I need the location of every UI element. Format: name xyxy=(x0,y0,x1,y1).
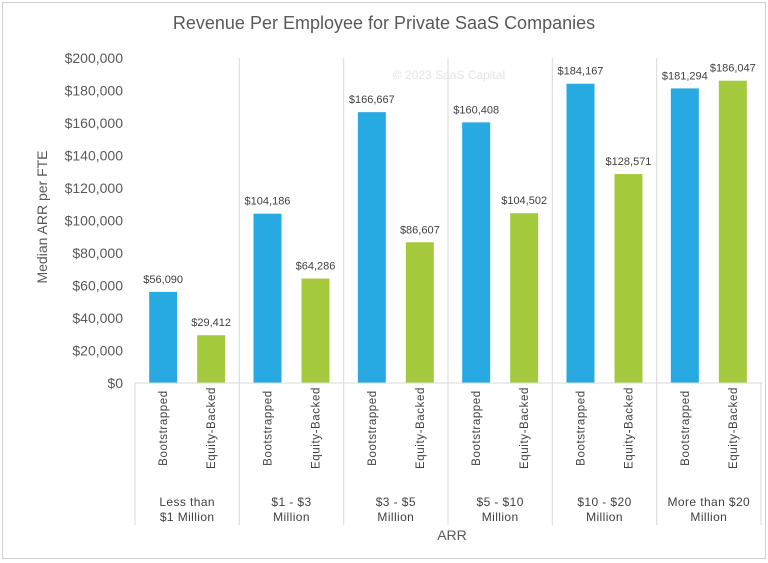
group-label: $3 - $5 xyxy=(376,495,416,509)
bar-bootstrapped xyxy=(253,213,282,383)
series-category-label: Bootstrapped xyxy=(680,390,692,466)
data-label: $29,412 xyxy=(191,317,231,329)
data-label: $104,502 xyxy=(501,195,547,207)
series-category-label: Bootstrapped xyxy=(471,390,483,466)
data-label: $160,408 xyxy=(453,104,499,116)
x-axis-title: ARR xyxy=(437,527,467,543)
group-label: $1 Million xyxy=(160,510,215,524)
bar-equity-backed xyxy=(718,80,747,384)
bar-equity-backed xyxy=(405,242,434,383)
group-label: Million xyxy=(377,510,414,524)
y-tick-label: $200,000 xyxy=(65,50,124,66)
y-tick-label: $80,000 xyxy=(72,245,123,261)
data-label: $181,294 xyxy=(662,70,708,82)
y-tick-label: $60,000 xyxy=(72,278,123,294)
group-label: Million xyxy=(482,510,519,524)
category-labels: $56,090 Bootstrapped $29,412 Equity-Backed L… xyxy=(143,63,755,524)
data-label: $104,186 xyxy=(245,196,291,208)
bar-bootstrapped xyxy=(566,83,595,383)
series-category-label: Equity-Backed xyxy=(519,387,531,469)
group-label: $10 - $20 xyxy=(577,495,631,509)
y-tick-label: $180,000 xyxy=(65,83,124,99)
series-category-label: Bootstrapped xyxy=(158,390,170,466)
y-tick-label: $160,000 xyxy=(65,115,124,131)
y-tick-label: $120,000 xyxy=(65,180,124,196)
data-label: $166,667 xyxy=(349,94,395,106)
group-label: Million xyxy=(586,510,623,524)
data-label: $128,571 xyxy=(606,156,652,168)
bars xyxy=(149,80,747,384)
data-label: $56,090 xyxy=(143,274,183,286)
y-axis-title: Median ARR per FTE xyxy=(34,150,50,283)
bar-equity-backed xyxy=(197,335,226,383)
data-label: $86,607 xyxy=(400,224,440,236)
data-label: $64,286 xyxy=(296,261,336,273)
group-label: Less than xyxy=(159,495,215,509)
series-category-label: Equity-Backed xyxy=(310,387,322,469)
series-category-label: Equity-Backed xyxy=(623,387,635,469)
watermark: © 2023 SaaS Capital xyxy=(393,68,505,82)
series-category-label: Bootstrapped xyxy=(576,390,588,466)
bar-bootstrapped xyxy=(670,88,699,383)
chart-title: Revenue Per Employee for Private SaaS Co… xyxy=(173,13,595,33)
series-category-label: Equity-Backed xyxy=(206,387,218,469)
y-tick-label: $0 xyxy=(107,375,123,391)
bar-bootstrapped xyxy=(149,291,178,383)
bar-equity-backed xyxy=(614,174,643,383)
series-category-label: Bootstrapped xyxy=(263,390,275,466)
bar-bootstrapped xyxy=(462,122,491,383)
data-label: $186,047 xyxy=(710,63,756,75)
group-label: More than $20 xyxy=(668,495,751,509)
series-category-label: Equity-Backed xyxy=(415,387,427,469)
y-tick-label: $140,000 xyxy=(65,148,124,164)
group-label: Million xyxy=(273,510,310,524)
bar-chart: Revenue Per Employee for Private SaaS Co… xyxy=(34,13,763,543)
y-tick-label: $40,000 xyxy=(72,310,123,326)
group-separators xyxy=(134,58,762,525)
y-tick-label: $100,000 xyxy=(65,213,124,229)
series-category-label: Equity-Backed xyxy=(728,387,740,469)
y-tick-label: $20,000 xyxy=(72,343,123,359)
group-label: $1 - $3 xyxy=(271,495,311,509)
y-axis-ticks: $0 $20,000 $40,000 $60,000 $80,000 $100,000 $1… xyxy=(65,50,124,391)
bar-bootstrapped xyxy=(357,112,386,383)
bar-equity-backed xyxy=(301,278,330,383)
group-label: Million xyxy=(690,510,727,524)
data-label: $184,167 xyxy=(558,66,604,78)
bar-equity-backed xyxy=(510,213,539,383)
series-category-label: Bootstrapped xyxy=(367,390,379,466)
group-label: $5 - $10 xyxy=(477,495,524,509)
